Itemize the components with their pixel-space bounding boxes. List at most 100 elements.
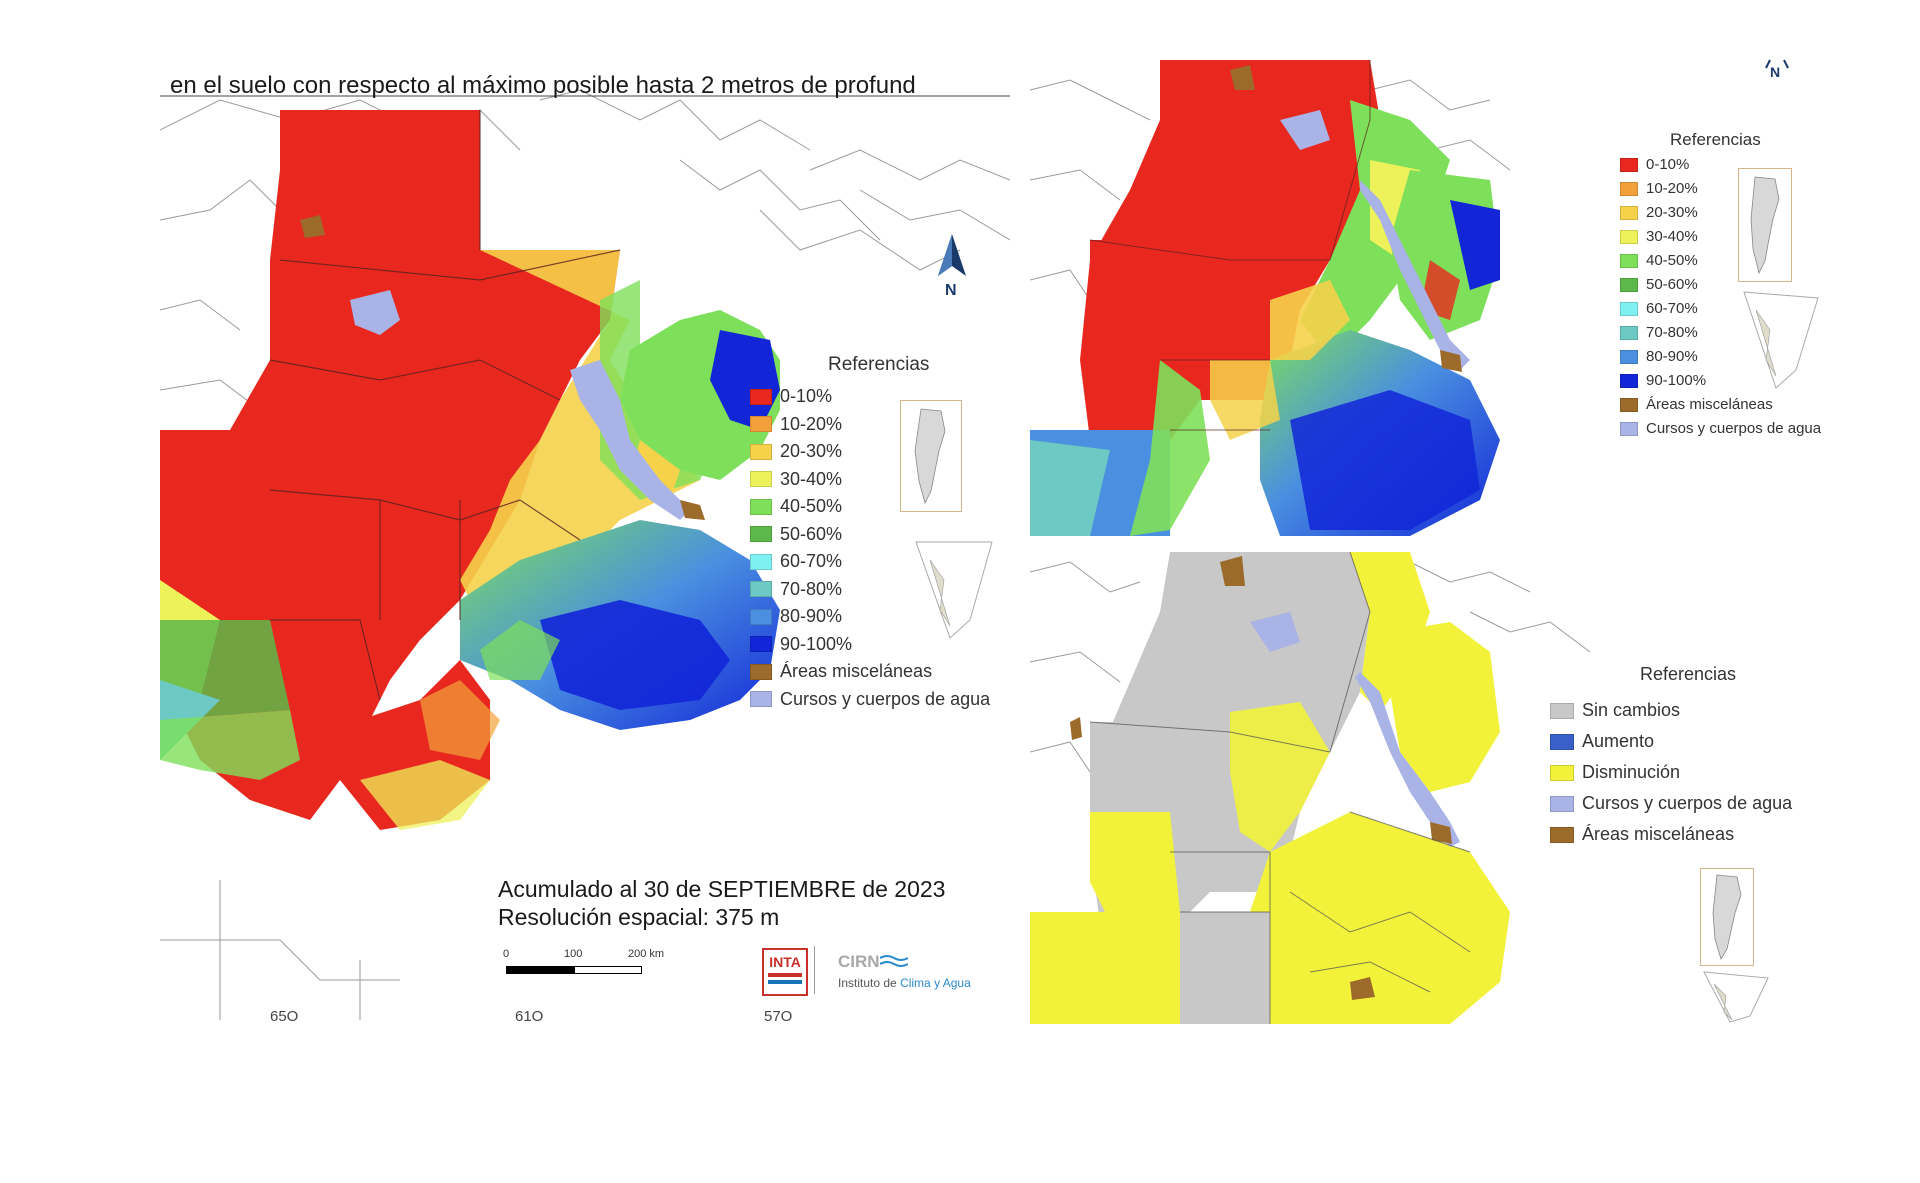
cirn-waves-icon: [880, 954, 908, 968]
main-legend-item: 80-90%: [750, 606, 842, 627]
main-legend-item: 30-40%: [750, 469, 842, 490]
bottom-right-legend-item: Disminución: [1550, 762, 1680, 783]
main-legend-item: Cursos y cuerpos de agua: [750, 689, 990, 710]
main-legend-label: 40-50%: [780, 496, 843, 516]
bottom-right-legend-swatch: [1550, 795, 1574, 812]
north-arrow-icon: [930, 232, 974, 302]
top-right-legend-item: 50-60%: [1620, 276, 1698, 293]
top-right-legend-swatch: [1620, 253, 1638, 268]
main-legend-label: 80-90%: [780, 606, 843, 626]
top-right-legend-item: 60-70%: [1620, 300, 1698, 317]
resolution-note: Resolución espacial: 375 m: [498, 904, 780, 930]
top-right-legend-item: Áreas misceláneas: [1620, 396, 1773, 413]
bottom-right-legend: Referencias Sin cambios Aumento Disminució…: [1550, 664, 1850, 854]
top-right-legend-label: 60-70%: [1646, 300, 1698, 317]
main-legend-label: 60-70%: [780, 551, 843, 571]
main-legend-swatch: [750, 443, 772, 460]
bottom-right-legend-label: Disminución: [1582, 762, 1681, 782]
main-legend-item: 0-10%: [750, 386, 832, 407]
main-legend-item: 90-100%: [750, 634, 852, 655]
north-label: N: [945, 282, 957, 299]
main-legend-item: 40-50%: [750, 496, 842, 517]
bottom-right-map: [1030, 552, 1630, 1024]
main-legend-swatch: [750, 636, 772, 652]
main-legend-swatch: [750, 691, 772, 707]
main-legend-item: 60-70%: [750, 551, 842, 572]
top-right-legend-label: Cursos y cuerpos de agua: [1646, 420, 1822, 437]
scale-bar: [506, 964, 642, 976]
top-right-legend-item: 30-40%: [1620, 228, 1698, 245]
top-right-legend-swatch: [1620, 205, 1638, 220]
main-legend-title: Referencias: [828, 354, 930, 375]
main-map-canvas: [160, 89, 1010, 1020]
top-right-legend-label: 10-20%: [1646, 180, 1698, 197]
main-legend-swatch: [750, 553, 772, 570]
main-legend-label: 70-80%: [780, 578, 843, 599]
main-legend-item: 10-20%: [750, 414, 842, 435]
main-legend-swatch: [750, 526, 772, 542]
bottom-right-map-canvas: [1030, 552, 1591, 1024]
top-right-legend-title: Referencias: [1670, 130, 1761, 149]
main-legend-label: 0-10%: [780, 386, 833, 406]
top-right-legend-label: Áreas misceláneas: [1646, 396, 1773, 413]
main-legend-item: 50-60%: [750, 524, 842, 545]
bottom-right-legend-item: Áreas misceláneas: [1550, 824, 1734, 845]
top-right-legend: Referencias 0-10% 10-20% 20-30% 30-40% 40-50…: [1620, 130, 1860, 450]
bottom-right-legend-item: Sin cambios: [1550, 700, 1680, 721]
x-tick-65: 65O: [270, 1008, 299, 1025]
bottom-right-legend-swatch: [1550, 733, 1574, 750]
top-right-legend-swatch: [1620, 181, 1638, 196]
top-right-legend-swatch: [1620, 349, 1638, 364]
logo-divider: [814, 946, 815, 994]
main-map: [160, 60, 1010, 1020]
main-legend-swatch: [750, 388, 772, 405]
main-legend-swatch: [750, 416, 772, 432]
main-legend: Referencias 0-10% 10-20% 20-30% 30-40% 40-50…: [750, 354, 1010, 714]
top-right-legend-label: 30-40%: [1646, 228, 1698, 245]
scale-label-0: 0: [503, 948, 510, 960]
main-legend-label: 50-60%: [780, 523, 843, 544]
main-legend-item: 70-80%: [750, 579, 842, 600]
top-right-north-arrow-icon: [1760, 58, 1794, 80]
top-right-legend-swatch: [1620, 421, 1638, 436]
bottom-right-antarctica-inset: [1700, 970, 1770, 1024]
main-legend-item: 20-30%: [750, 441, 842, 462]
top-right-legend-item: 10-20%: [1620, 180, 1698, 197]
top-right-map: [1030, 60, 1610, 536]
top-right-legend-item: 0-10%: [1620, 156, 1689, 173]
bottom-right-legend-label: Aumento: [1582, 731, 1655, 751]
scale-label-100: 100: [564, 948, 583, 960]
main-legend-item: Áreas misceláneas: [750, 661, 932, 682]
top-right-legend-label: 0-10%: [1646, 156, 1690, 173]
main-legend-swatch: [750, 581, 772, 597]
top-right-legend-item: 40-50%: [1620, 252, 1698, 269]
bottom-right-legend-title: Referencias: [1640, 664, 1737, 684]
institute-label: Instituto de Clima y Agua: [838, 976, 971, 990]
top-right-legend-swatch: [1620, 277, 1638, 292]
bottom-right-legend-item: Aumento: [1550, 731, 1654, 752]
top-right-legend-swatch: [1620, 229, 1638, 244]
top-right-north-label: N: [1770, 64, 1781, 80]
bottom-right-legend-swatch: [1550, 826, 1574, 843]
main-legend-swatch: [750, 663, 772, 680]
top-right-map-canvas: [1030, 60, 1511, 536]
x-tick-61: 61O: [515, 1008, 544, 1025]
top-right-legend-item: 90-100%: [1620, 372, 1706, 389]
bottom-right-legend-label: Áreas misceláneas: [1582, 824, 1735, 844]
bottom-right-legend-item: Cursos y cuerpos de agua: [1550, 793, 1792, 814]
main-legend-swatch: [750, 471, 772, 487]
argentina-inset: [900, 400, 962, 512]
top-right-legend-label: 40-50%: [1646, 252, 1698, 269]
bottom-right-argentina-inset: [1700, 868, 1754, 966]
top-right-legend-item: 20-30%: [1620, 204, 1698, 221]
main-legend-label: 90-100%: [780, 633, 853, 654]
main-legend-label: 30-40%: [780, 468, 843, 489]
top-right-legend-label: 90-100%: [1646, 372, 1707, 389]
accumulated-note: Acumulado al 30 de SEPTIEMBRE de 2023: [498, 876, 946, 902]
main-legend-label: Cursos y cuerpos de agua: [780, 688, 991, 709]
bottom-right-legend-label: Sin cambios: [1582, 700, 1681, 720]
top-right-legend-swatch: [1620, 325, 1638, 340]
top-right-legend-label: 50-60%: [1646, 276, 1698, 293]
top-right-legend-label: 20-30%: [1646, 204, 1698, 221]
main-legend-label: 20-30%: [780, 441, 843, 461]
